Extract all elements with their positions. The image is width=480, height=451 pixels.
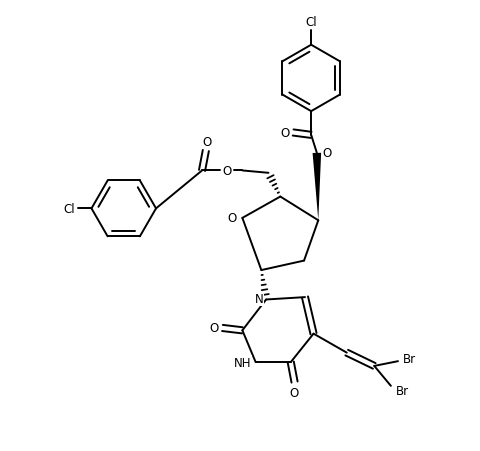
Text: O: O [209,322,218,335]
Text: N: N [254,292,264,305]
Text: O: O [323,147,332,160]
Text: NH: NH [234,356,251,369]
Text: Br: Br [396,384,409,397]
Polygon shape [312,153,321,221]
Text: Cl: Cl [63,202,74,216]
Text: Cl: Cl [305,16,317,29]
Text: O: O [222,165,231,178]
Text: O: O [202,136,211,149]
Text: Br: Br [403,353,417,365]
Text: O: O [228,212,237,225]
Text: O: O [289,386,298,399]
Text: O: O [280,127,289,140]
